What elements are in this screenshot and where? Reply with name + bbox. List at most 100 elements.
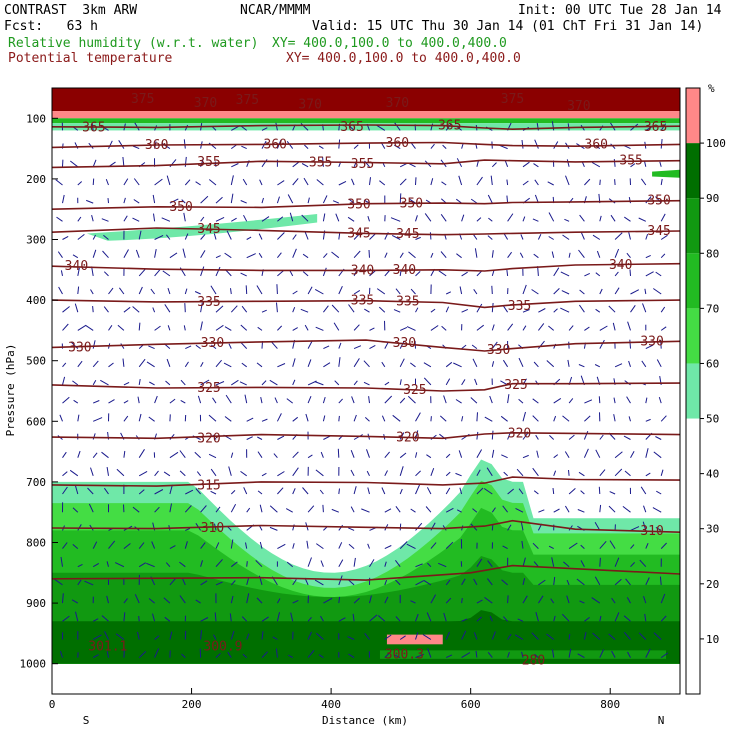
wind-vector — [184, 361, 189, 368]
wind-vector — [92, 433, 96, 440]
wind-vector — [534, 179, 539, 186]
wind-vector — [183, 212, 186, 222]
wind-vector — [56, 216, 63, 222]
wind-vector — [154, 489, 164, 495]
wind-vector — [62, 542, 68, 549]
wind-vector — [75, 485, 79, 495]
contour-label: 370 — [298, 97, 321, 112]
colorbar-tick-label: 80 — [706, 247, 719, 260]
wind-vector — [230, 490, 236, 495]
wind-vector — [415, 632, 419, 640]
wind-vector — [518, 488, 524, 495]
wind-vector — [92, 234, 97, 240]
wind-vector — [538, 340, 545, 349]
wind-vector — [122, 358, 125, 367]
wind-vector — [231, 217, 237, 222]
wind-vector — [138, 358, 146, 368]
wind-vector — [215, 324, 224, 331]
wind-vector — [584, 617, 590, 622]
wind-vector — [200, 234, 206, 240]
wind-vector — [261, 197, 264, 204]
wind-vector — [256, 362, 263, 368]
theta-contour — [52, 159, 680, 169]
wind-vector — [502, 545, 508, 550]
wind-vector — [182, 248, 186, 258]
wind-vector — [138, 413, 142, 422]
wind-vector — [611, 650, 616, 658]
wind-vector — [323, 597, 333, 604]
wind-vector — [277, 216, 284, 222]
wind-vector — [566, 579, 570, 586]
wind-vector — [138, 379, 141, 385]
wind-vector — [277, 543, 286, 550]
wind-vector — [106, 595, 109, 604]
wind-vector — [628, 416, 631, 422]
wind-vector — [473, 632, 478, 640]
wind-vector — [288, 654, 293, 659]
wind-vector — [643, 596, 647, 604]
wind-vector — [230, 595, 234, 604]
wind-vector — [487, 235, 493, 240]
wind-vector — [200, 630, 202, 640]
wind-vector — [392, 414, 401, 422]
wind-vector — [353, 557, 356, 567]
wind-vector — [215, 359, 222, 368]
contour-label: 330 — [487, 343, 510, 358]
wind-vector — [470, 198, 478, 204]
wind-vector — [307, 505, 315, 513]
wind-vector — [353, 144, 359, 149]
wind-vector — [138, 230, 142, 240]
wind-vector — [194, 291, 201, 295]
wind-vector — [567, 359, 570, 367]
wind-vector — [92, 452, 98, 459]
wind-vector — [302, 253, 309, 259]
wind-vector — [476, 558, 483, 567]
wind-vector — [399, 252, 404, 258]
theta-contour — [52, 382, 680, 392]
wind-vector — [579, 600, 585, 604]
wind-vector — [246, 436, 253, 440]
wind-vector — [599, 540, 607, 549]
wind-vector — [331, 251, 340, 259]
wind-vector — [415, 236, 421, 240]
wind-vector — [210, 468, 217, 477]
field-1-name: Relative humidity (w.r.t. water) — [8, 36, 259, 51]
wind-vector — [656, 490, 662, 495]
wind-vector — [62, 362, 67, 368]
wind-vector — [653, 632, 662, 640]
humidity-patch — [379, 650, 667, 659]
wind-vector — [458, 175, 463, 186]
wind-vector — [338, 559, 344, 567]
wind-vector — [179, 561, 186, 568]
wind-vector — [522, 161, 530, 168]
wind-vector — [334, 380, 340, 386]
wind-vector — [384, 270, 390, 277]
wind-vector — [430, 542, 437, 549]
wind-vector — [393, 654, 401, 659]
wind-vector — [230, 630, 235, 640]
wind-vector — [519, 252, 524, 258]
wind-vector — [246, 561, 248, 567]
contour-label: 375 — [501, 92, 524, 107]
wind-vector — [439, 415, 447, 422]
wind-vector — [285, 508, 293, 513]
wind-vector — [115, 633, 125, 640]
wind-vector — [348, 543, 355, 549]
wind-vector — [215, 652, 221, 658]
wind-vector — [314, 381, 324, 386]
wind-vector — [364, 308, 370, 313]
wind-vector — [230, 305, 238, 313]
wind-vector — [546, 360, 555, 368]
wind-vector — [614, 578, 622, 586]
wind-vector — [474, 248, 478, 258]
wind-vector — [445, 487, 451, 495]
wind-vector — [149, 381, 155, 386]
wind-vector — [350, 450, 355, 458]
wind-vector — [104, 631, 109, 640]
north-end-label: N — [658, 714, 665, 727]
wind-vector — [261, 472, 267, 477]
wind-vector — [455, 399, 462, 404]
wind-vector — [307, 649, 315, 658]
contour-label: 360 — [585, 137, 608, 152]
y-tick-label: 900 — [26, 597, 46, 610]
